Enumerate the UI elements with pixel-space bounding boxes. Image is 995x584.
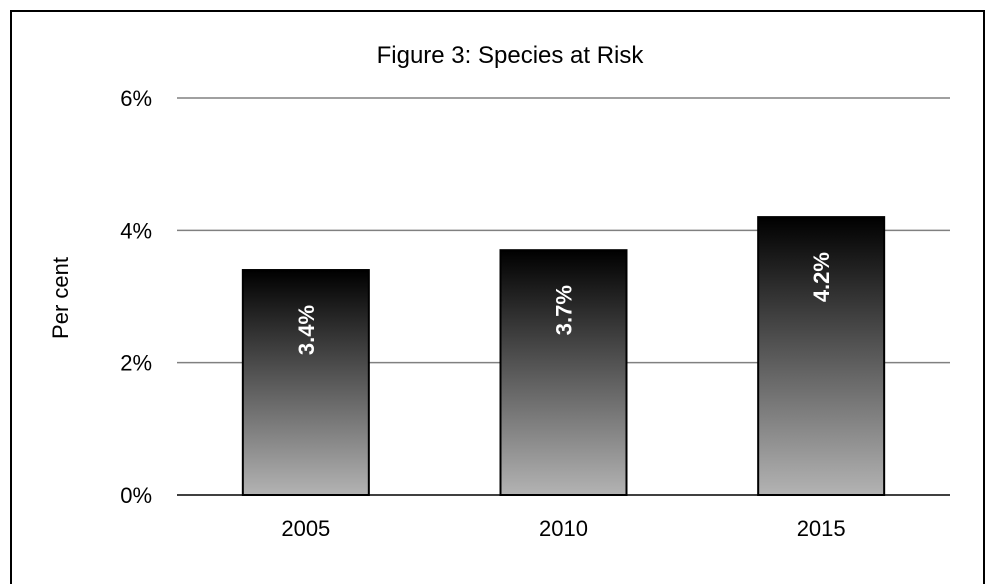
chart-title: Figure 3: Species at Risk <box>377 42 645 69</box>
bar-2005 <box>241 269 370 496</box>
y-tick-label: 2% <box>120 351 152 376</box>
data-label: 3.7% <box>552 285 577 335</box>
y-tick-label: 0% <box>120 483 152 508</box>
y-tick-labels: 0% 2% 4% 6% <box>120 86 152 508</box>
bars <box>241 216 886 496</box>
x-tick-label: 2015 <box>797 516 846 541</box>
y-axis-label: Per cent <box>48 257 73 339</box>
x-tick-label: 2005 <box>281 516 330 541</box>
y-tick-label: 4% <box>120 218 152 243</box>
x-tick-label: 2010 <box>539 516 588 541</box>
y-tick-label: 6% <box>120 86 152 111</box>
x-tick-labels: 2005 2010 2015 <box>281 516 845 541</box>
data-labels: 3.4% 3.7% 4.2% <box>294 252 834 355</box>
data-label: 4.2% <box>809 252 834 302</box>
bar-2015 <box>757 216 886 496</box>
bar-2010 <box>499 249 628 496</box>
data-label: 3.4% <box>294 305 319 355</box>
